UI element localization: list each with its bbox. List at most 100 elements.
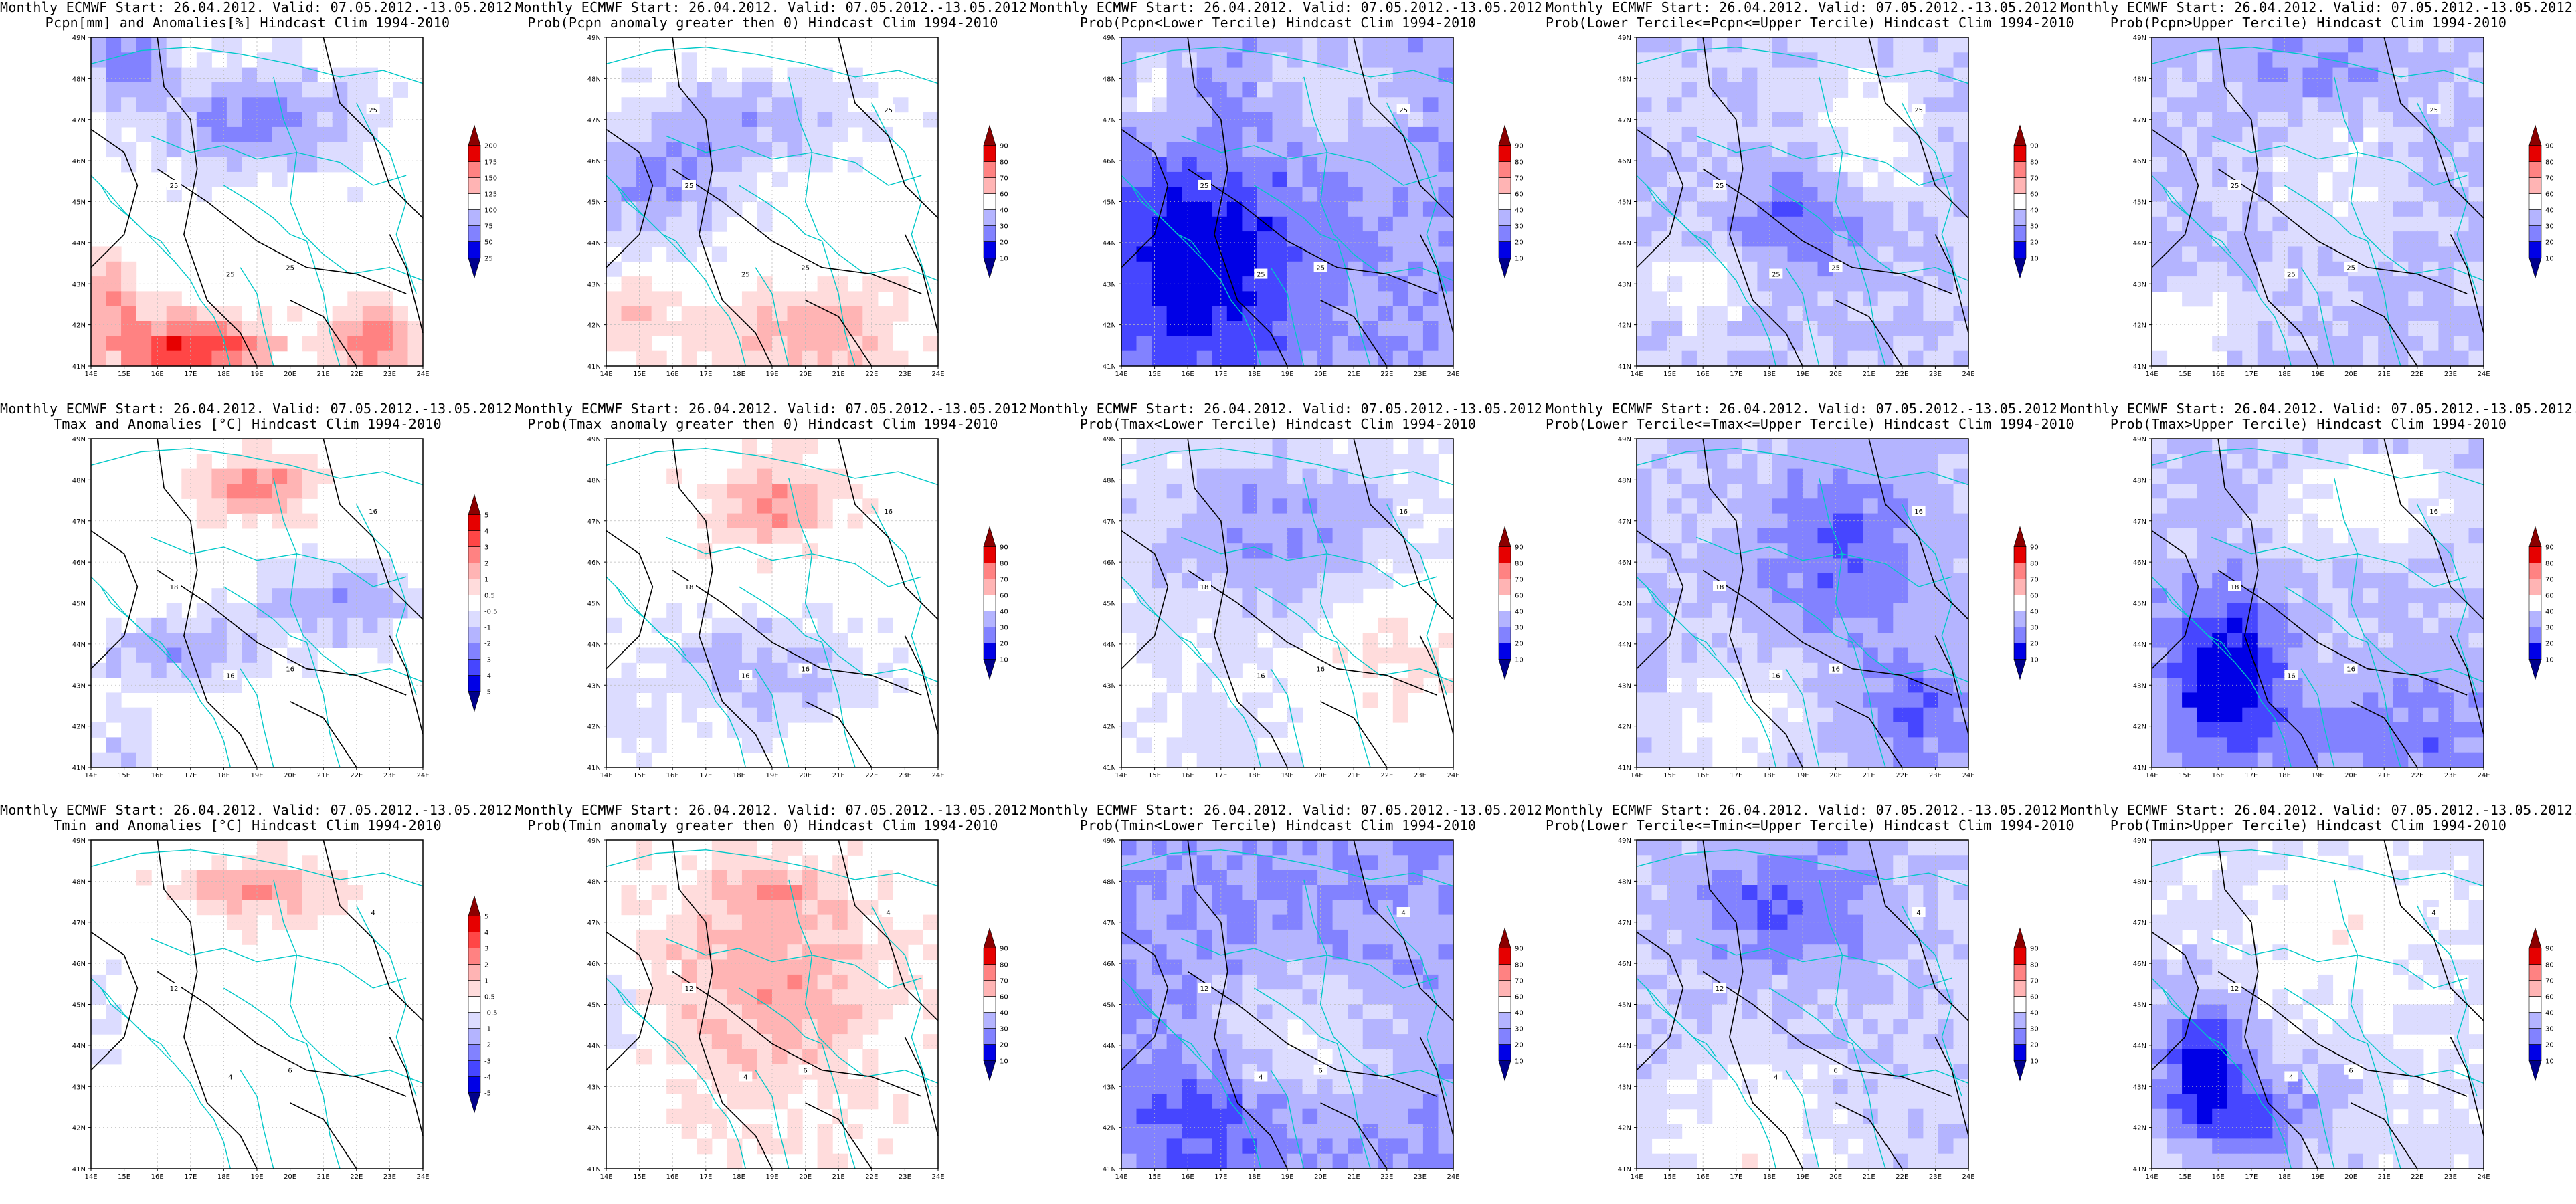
field-cell xyxy=(1348,291,1364,307)
field-cell xyxy=(1302,588,1318,604)
field-cell xyxy=(1833,484,1849,499)
colorbar-band xyxy=(983,563,996,579)
field-cell xyxy=(257,439,273,454)
field-cell xyxy=(1863,468,1879,484)
field-cell xyxy=(2242,558,2258,574)
field-cell xyxy=(1667,752,1683,768)
field-cell xyxy=(1196,187,1212,203)
field-cell xyxy=(2438,52,2454,68)
field-cell xyxy=(1196,97,1212,113)
field-cell xyxy=(2332,737,2349,753)
field-cell xyxy=(1242,573,1258,589)
field-cell xyxy=(2152,201,2168,217)
field-cell xyxy=(1242,350,1258,367)
colorbar-band xyxy=(1498,579,1511,595)
field-cell xyxy=(1727,67,1743,83)
field-cell xyxy=(1378,484,1394,499)
contour-line xyxy=(1320,701,1388,768)
field-cell xyxy=(727,1138,743,1155)
field-cell xyxy=(2152,603,2168,619)
field-cell xyxy=(2287,468,2303,484)
field-cell xyxy=(2272,558,2288,574)
field-cell xyxy=(1697,52,1713,68)
field-cell xyxy=(2378,692,2394,708)
field-cell xyxy=(2212,737,2228,753)
field-cell xyxy=(2453,647,2469,664)
field-cell xyxy=(1152,543,1168,559)
field-cell xyxy=(151,350,167,367)
x-tick-label: 14E xyxy=(1115,772,1127,779)
field-cell xyxy=(1712,662,1728,678)
field-cell xyxy=(711,1064,727,1080)
field-cell xyxy=(1667,321,1683,336)
field-cell xyxy=(1257,752,1273,768)
field-cell xyxy=(2423,737,2439,753)
field-cell xyxy=(2212,662,2228,678)
field-cell xyxy=(817,692,833,708)
field-cell xyxy=(877,989,893,1005)
field-cell xyxy=(287,97,303,113)
colorbar-band xyxy=(2528,579,2542,595)
field-cell xyxy=(1727,97,1743,113)
colorbar-label: 80 xyxy=(2545,561,2554,568)
field-cell xyxy=(2197,528,2213,544)
field-cell xyxy=(1697,112,1713,128)
field-cell xyxy=(2212,171,2228,187)
field-cell xyxy=(817,468,833,484)
field-cell xyxy=(847,944,863,961)
field-cell xyxy=(832,1034,848,1049)
field-cell xyxy=(1362,633,1378,648)
field-cell xyxy=(1362,157,1378,173)
field-cell xyxy=(1681,692,1697,708)
field-cell xyxy=(681,959,697,975)
field-cell xyxy=(1817,573,1833,589)
field-cell xyxy=(606,336,622,352)
field-cell xyxy=(1136,201,1152,217)
field-cell xyxy=(1742,558,1758,574)
field-cell xyxy=(2468,647,2484,664)
field-cell xyxy=(1953,67,1969,83)
x-tick-label: 18E xyxy=(2278,371,2291,378)
field-cell xyxy=(2318,157,2334,173)
contour-label: 18 xyxy=(1200,584,1209,591)
field-cell xyxy=(2408,603,2424,619)
field-cell xyxy=(923,336,939,352)
field-cell xyxy=(1287,216,1303,232)
field-cell xyxy=(1847,37,1863,53)
field-cell xyxy=(787,350,803,367)
field-cell xyxy=(151,336,167,352)
field-cell xyxy=(2453,737,2469,753)
field-cell xyxy=(1226,321,1243,336)
field-cell xyxy=(1817,633,1833,648)
field-cell xyxy=(1727,37,1743,53)
field-cell xyxy=(2468,97,2484,113)
field-cell xyxy=(211,662,227,678)
field-cell xyxy=(2408,543,2424,559)
field-cell xyxy=(151,67,167,83)
field-cell xyxy=(1953,82,1969,98)
field-cell xyxy=(862,1004,879,1020)
field-cell xyxy=(1757,662,1773,678)
field-cell xyxy=(1772,573,1788,589)
field-cell xyxy=(802,678,818,693)
y-tick-label: 47N xyxy=(1103,117,1116,124)
field-cell xyxy=(1863,231,1879,247)
y-tick-label: 49N xyxy=(1103,436,1116,443)
field-cell xyxy=(1923,321,1939,336)
field-cell xyxy=(2423,678,2439,693)
field-cell xyxy=(1772,513,1788,529)
field-cell xyxy=(697,647,713,664)
field-cell xyxy=(1877,558,1894,574)
field-cell xyxy=(1787,157,1803,173)
x-tick-label: 15E xyxy=(2179,772,2191,779)
field-cell xyxy=(1757,528,1773,544)
field-cell xyxy=(1438,82,1454,98)
field-cell xyxy=(1833,647,1849,664)
field-cell xyxy=(741,97,757,113)
field-cell xyxy=(1908,678,1924,693)
field-cell xyxy=(226,498,242,514)
colorbar-band xyxy=(468,1012,481,1029)
field-cell xyxy=(711,187,727,203)
field-cell xyxy=(636,989,652,1005)
coastline xyxy=(2284,185,2401,367)
